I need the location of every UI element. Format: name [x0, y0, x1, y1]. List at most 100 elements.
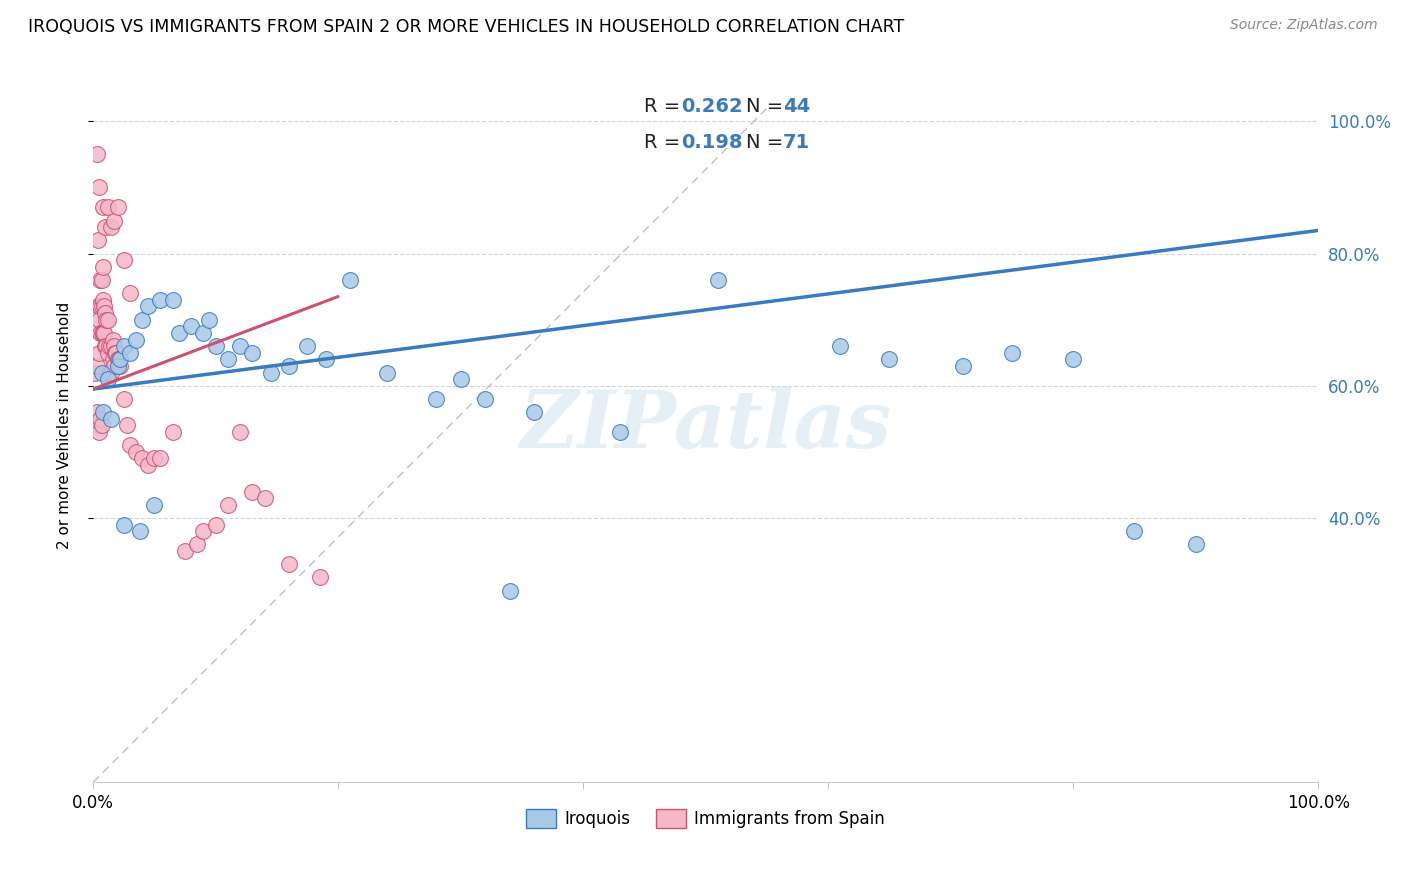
Point	[308, 570, 330, 584]
Point	[91, 405, 114, 419]
Point	[89, 345, 111, 359]
Point	[1062, 352, 1084, 367]
Point	[97, 366, 120, 380]
Point	[108, 352, 131, 367]
Point	[118, 286, 141, 301]
Point	[253, 491, 276, 505]
Point	[89, 312, 111, 326]
Point	[174, 544, 197, 558]
Point	[84, 366, 107, 380]
Point	[107, 352, 129, 367]
Point	[229, 425, 252, 439]
Point	[425, 392, 447, 406]
Point	[143, 451, 166, 466]
Point	[450, 372, 472, 386]
Point	[97, 372, 120, 386]
Text: N =: N =	[747, 97, 790, 116]
Point	[952, 359, 974, 373]
Point	[315, 352, 337, 367]
Point	[89, 412, 111, 426]
Point	[830, 339, 852, 353]
Point	[93, 300, 115, 314]
Point	[180, 319, 202, 334]
Point	[108, 359, 131, 373]
Point	[278, 558, 301, 572]
Text: 71: 71	[783, 133, 810, 152]
Point	[100, 220, 122, 235]
Point	[162, 425, 184, 439]
Text: ZIPatlas: ZIPatlas	[520, 387, 891, 464]
Point	[167, 326, 190, 340]
Point	[498, 583, 520, 598]
Point	[90, 300, 112, 314]
Point	[297, 339, 319, 353]
Point	[89, 425, 111, 439]
Point	[193, 326, 215, 340]
Point	[97, 312, 120, 326]
Point	[91, 293, 114, 307]
Point	[90, 418, 112, 433]
Point	[87, 300, 110, 314]
Y-axis label: 2 or more Vehicles in Household: 2 or more Vehicles in Household	[58, 301, 72, 549]
Point	[118, 345, 141, 359]
Point	[240, 345, 263, 359]
Point	[136, 458, 159, 472]
Point	[94, 339, 117, 353]
Point	[204, 517, 226, 532]
Point	[609, 425, 631, 439]
Text: R =: R =	[644, 133, 688, 152]
Point	[97, 339, 120, 353]
Point	[97, 200, 120, 214]
Point	[94, 306, 117, 320]
Point	[90, 366, 112, 380]
Point	[260, 366, 283, 380]
Point	[107, 200, 129, 214]
Point	[217, 498, 239, 512]
Point	[375, 366, 398, 380]
Point	[131, 312, 153, 326]
Point	[240, 484, 263, 499]
Point	[89, 273, 111, 287]
Text: R =: R =	[644, 97, 688, 116]
Text: N =: N =	[747, 133, 790, 152]
Point	[707, 273, 730, 287]
Point	[94, 220, 117, 235]
Point	[143, 498, 166, 512]
Point	[86, 359, 108, 373]
Point	[217, 352, 239, 367]
Point	[339, 273, 361, 287]
Point	[1001, 345, 1024, 359]
Point	[131, 451, 153, 466]
Point	[162, 293, 184, 307]
Point	[112, 339, 135, 353]
Point	[100, 366, 122, 380]
Point	[1123, 524, 1146, 539]
Point	[149, 451, 172, 466]
Point	[204, 339, 226, 353]
Point	[86, 405, 108, 419]
Point	[198, 312, 221, 326]
Point	[89, 326, 111, 340]
Point	[104, 345, 127, 359]
Point	[93, 326, 115, 340]
Point	[278, 359, 301, 373]
Point	[112, 392, 135, 406]
Point	[1184, 537, 1206, 551]
Point	[128, 524, 150, 539]
Point	[103, 213, 125, 227]
Point	[91, 260, 114, 274]
Text: Source: ZipAtlas.com: Source: ZipAtlas.com	[1230, 18, 1378, 32]
Point	[107, 359, 129, 373]
Point	[117, 418, 139, 433]
Text: 0.262: 0.262	[681, 97, 742, 116]
Point	[136, 300, 159, 314]
Point	[107, 352, 129, 367]
Point	[101, 333, 124, 347]
Point	[97, 345, 120, 359]
Point	[879, 352, 901, 367]
Point	[87, 233, 110, 247]
Point	[98, 366, 121, 380]
Point	[193, 524, 215, 539]
Point	[100, 339, 122, 353]
Point	[101, 352, 124, 367]
